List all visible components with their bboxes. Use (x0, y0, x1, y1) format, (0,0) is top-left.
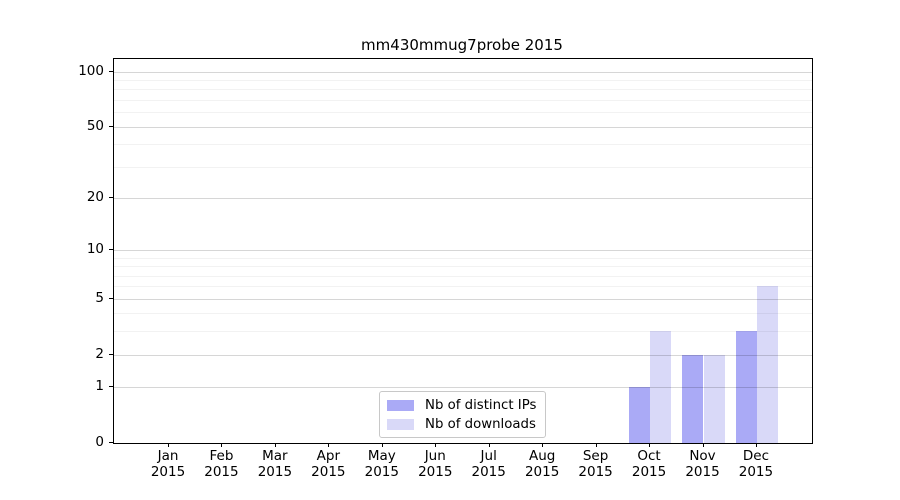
gridline-major (114, 249, 812, 251)
bar-distinct-ips (628, 387, 651, 443)
x-tick-month: Jun (424, 448, 446, 464)
y-tick-label: 100 (78, 62, 104, 79)
legend-swatch-distinct-ips-icon (387, 400, 414, 411)
x-tick-year: 2015 (418, 463, 453, 480)
gridline-major (114, 71, 812, 73)
legend: Nb of distinct IPs Nb of downloads (379, 391, 546, 438)
gridline-minor (114, 266, 812, 268)
x-tick-year: 2015 (257, 463, 293, 480)
x-tick-month: Feb (209, 448, 234, 464)
legend-item-downloads: Nb of downloads (380, 415, 545, 434)
gridline-minor (114, 331, 812, 333)
plot-area (113, 58, 813, 444)
y-tick-mark (109, 297, 113, 299)
y-tick-mark (109, 70, 113, 72)
x-tick-mark (328, 443, 330, 447)
x-tick-month: Aug (528, 448, 556, 464)
x-tick-month: May (367, 448, 396, 464)
legend-label-distinct-ips: Nb of distinct IPs (425, 398, 537, 413)
y-tick-mark (109, 442, 113, 443)
x-tick-month: Sep (582, 448, 609, 464)
x-tick-year: 2015 (524, 463, 560, 480)
legend-label-downloads: Nb of downloads (425, 417, 536, 432)
x-tick-mark (435, 443, 437, 447)
x-tick-year: 2015 (685, 463, 720, 480)
gridline-major (114, 197, 812, 199)
x-tick-label: Apr 2015 (288, 448, 368, 480)
x-tick-month: Mar (262, 448, 288, 464)
gridline-major (114, 387, 812, 389)
y-tick-label: 5 (95, 289, 104, 306)
x-tick-month: Apr (316, 448, 341, 464)
x-tick-year: 2015 (738, 463, 774, 480)
gridline-minor (114, 166, 812, 168)
gridline-minor (114, 79, 812, 81)
x-tick-year: 2015 (364, 463, 399, 480)
x-tick-year: 2015 (578, 463, 613, 480)
x-tick-month: Dec (742, 448, 769, 464)
y-tick-label: 2 (95, 345, 104, 362)
x-tick-label: Dec 2015 (716, 448, 796, 480)
bar-distinct-ips (682, 354, 704, 443)
x-tick-mark (221, 443, 223, 447)
gridline-minor (114, 89, 812, 91)
x-tick-label: Jun 2015 (395, 448, 475, 480)
chart-title: mm430mmug7probe 2015 (361, 36, 563, 54)
x-tick-label: Jul 2015 (449, 448, 529, 480)
x-tick-mark (595, 443, 597, 447)
x-tick-year: 2015 (204, 463, 239, 480)
y-tick-label: 20 (86, 188, 104, 205)
x-tick-month: Nov (689, 448, 716, 464)
x-tick-mark (488, 443, 490, 447)
gridline-minor (114, 313, 812, 315)
x-tick-mark (381, 443, 383, 447)
x-tick-mark (755, 443, 757, 447)
gridline-major (114, 354, 812, 356)
x-tick-month: Oct (637, 448, 661, 464)
y-tick-mark (109, 353, 113, 355)
x-tick-year: 2015 (150, 463, 186, 480)
gridline-minor (114, 112, 812, 114)
x-tick-mark (702, 443, 704, 447)
x-tick-year: 2015 (471, 463, 506, 480)
bar-downloads (703, 354, 725, 443)
x-tick-mark (542, 443, 544, 447)
y-tick-mark (109, 386, 113, 388)
legend-item-distinct-ips: Nb of distinct IPs (380, 396, 545, 415)
x-tick-month: Jul (480, 448, 497, 464)
x-tick-label: Aug 2015 (502, 448, 582, 480)
x-tick-month: Jan (157, 448, 179, 464)
x-tick-label: Feb 2015 (181, 448, 261, 480)
y-tick-mark (109, 196, 113, 198)
x-tick-mark (649, 443, 651, 447)
y-tick-mark (109, 125, 113, 127)
x-tick-label: May 2015 (342, 448, 422, 480)
x-tick-label: Jan 2015 (128, 448, 208, 480)
gridline-minor (114, 144, 812, 146)
y-tick-label: 50 (86, 117, 104, 134)
y-tick-label: 10 (86, 240, 104, 257)
gridline-major (114, 126, 812, 128)
x-tick-mark (274, 443, 276, 447)
bar-downloads (756, 286, 779, 443)
x-tick-mark (168, 443, 169, 447)
y-tick-label: 0 (95, 434, 104, 450)
gridline-minor (114, 257, 812, 259)
x-tick-label: Mar 2015 (235, 448, 315, 480)
gridline-minor (114, 275, 812, 277)
bar-downloads (650, 331, 672, 443)
x-tick-year: 2015 (311, 463, 346, 480)
x-tick-label: Oct 2015 (609, 448, 689, 480)
x-tick-label: Sep 2015 (556, 448, 636, 480)
y-tick-mark (109, 248, 113, 250)
legend-swatch-downloads-icon (387, 419, 414, 430)
bar-distinct-ips (735, 331, 757, 443)
gridline-minor (114, 99, 812, 101)
gridline-major (114, 298, 812, 300)
y-tick-label: 1 (95, 378, 104, 395)
gridline-minor (114, 286, 812, 288)
x-tick-label: Nov 2015 (663, 448, 743, 480)
x-tick-year: 2015 (631, 463, 667, 480)
